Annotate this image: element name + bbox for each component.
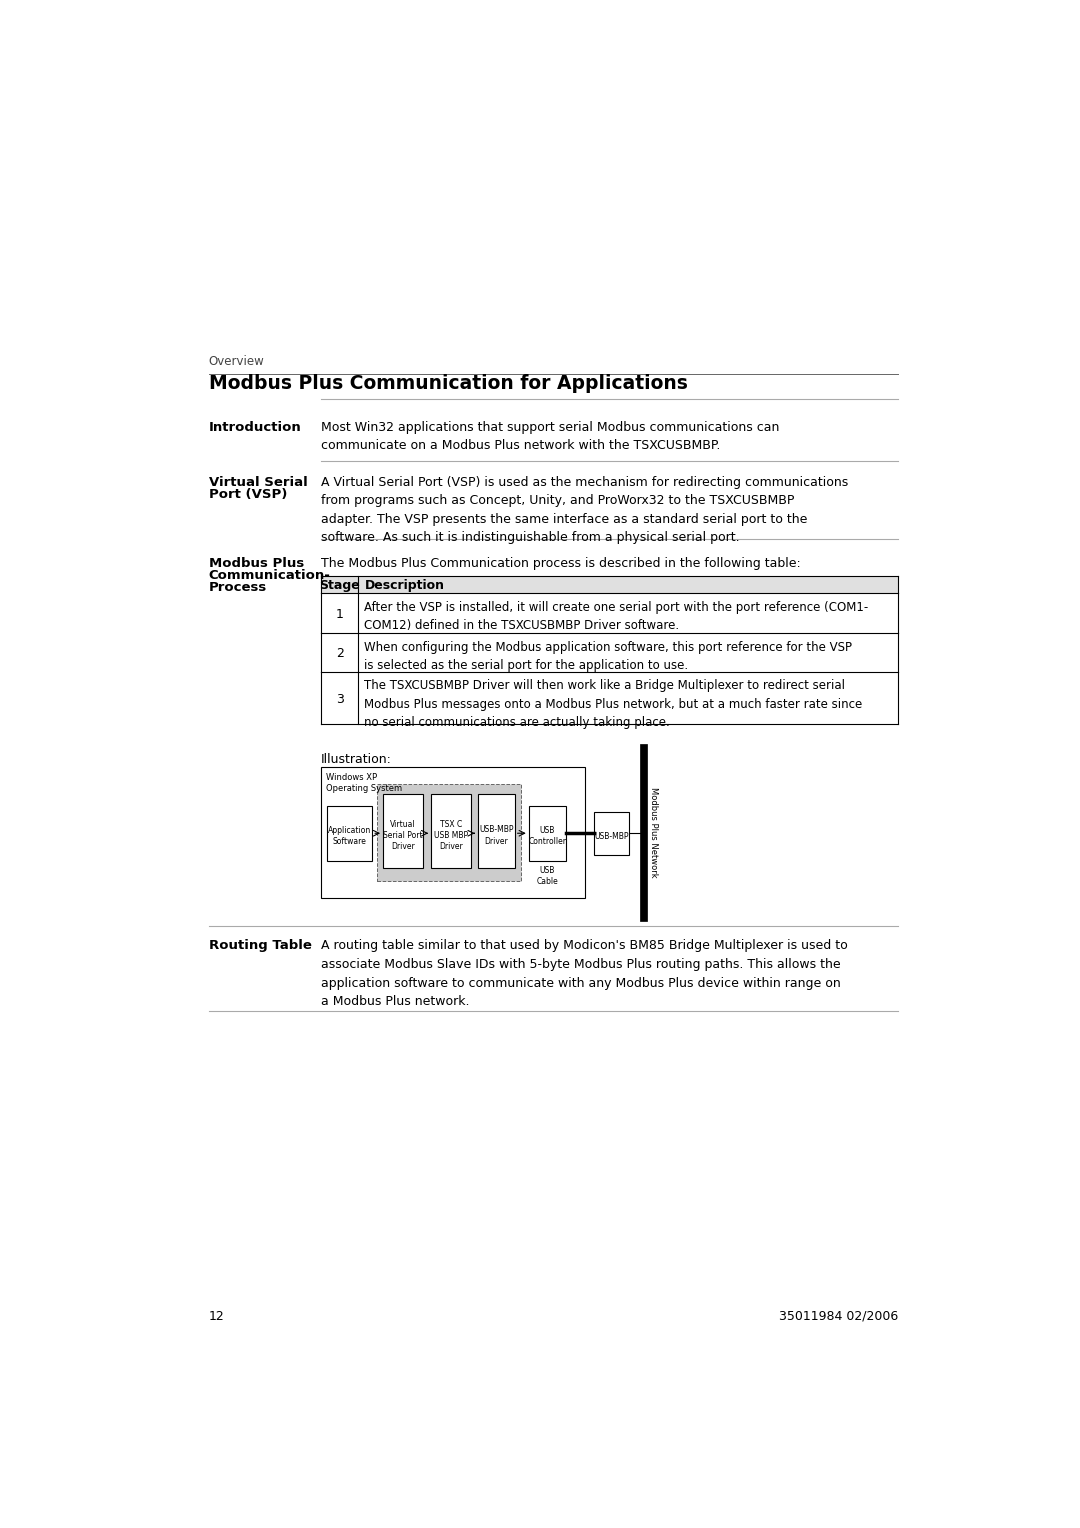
Text: Application
Software: Application Software bbox=[328, 827, 372, 847]
Text: Most Win32 applications that support serial Modbus communications can
communicat: Most Win32 applications that support ser… bbox=[321, 420, 780, 452]
Bar bbox=[321, 576, 899, 593]
Bar bbox=[594, 811, 630, 854]
Text: TSX C
USB MBP
Driver: TSX C USB MBP Driver bbox=[434, 821, 469, 851]
Text: After the VSP is installed, it will create one serial port with the port referen: After the VSP is installed, it will crea… bbox=[364, 601, 868, 633]
Text: Process: Process bbox=[208, 582, 267, 594]
Text: Illustration:: Illustration: bbox=[321, 753, 392, 766]
Text: A Virtual Serial Port (VSP) is used as the mechanism for redirecting communicati: A Virtual Serial Port (VSP) is used as t… bbox=[321, 475, 848, 544]
Text: 3: 3 bbox=[336, 692, 343, 706]
Text: Windows XP
Operating System: Windows XP Operating System bbox=[326, 773, 402, 793]
Text: 1: 1 bbox=[336, 608, 343, 620]
Text: Routing Table: Routing Table bbox=[208, 940, 311, 952]
Text: USB
Controller: USB Controller bbox=[528, 827, 566, 847]
Text: USB
Cable: USB Cable bbox=[537, 865, 558, 886]
Text: Virtual Serial: Virtual Serial bbox=[208, 475, 308, 489]
Bar bbox=[640, 744, 647, 921]
Text: USB-MBP
Driver: USB-MBP Driver bbox=[478, 825, 513, 845]
Text: Modbus Plus Network: Modbus Plus Network bbox=[649, 787, 658, 877]
Text: A routing table similar to that used by Modicon's BM85 Bridge Multiplexer is use: A routing table similar to that used by … bbox=[321, 940, 848, 1008]
Text: Virtual
Serial Port
Driver: Virtual Serial Port Driver bbox=[383, 821, 423, 851]
Text: 2: 2 bbox=[336, 648, 343, 660]
Bar bbox=[327, 805, 373, 860]
Text: Introduction: Introduction bbox=[208, 420, 301, 434]
Text: Overview: Overview bbox=[208, 354, 265, 368]
Text: 35011984 02/2006: 35011984 02/2006 bbox=[779, 1309, 899, 1323]
Bar bbox=[431, 795, 471, 868]
Text: Description: Description bbox=[364, 579, 444, 591]
Bar bbox=[383, 795, 423, 868]
Text: USB-MBP: USB-MBP bbox=[594, 831, 629, 840]
Text: Stage: Stage bbox=[320, 579, 360, 591]
Bar bbox=[377, 784, 521, 882]
Bar bbox=[477, 795, 515, 868]
Text: Modbus Plus Communication for Applications: Modbus Plus Communication for Applicatio… bbox=[208, 374, 688, 393]
Bar bbox=[529, 805, 566, 860]
Text: 12: 12 bbox=[208, 1309, 225, 1323]
Text: Modbus Plus: Modbus Plus bbox=[208, 556, 303, 570]
Text: When configuring the Modbus application software, this port reference for the VS: When configuring the Modbus application … bbox=[364, 640, 852, 672]
Text: Communication-: Communication- bbox=[208, 568, 330, 582]
Bar bbox=[321, 767, 584, 898]
Text: Port (VSP): Port (VSP) bbox=[208, 489, 287, 501]
Text: The TSXCUSBMBP Driver will then work like a Bridge Multiplexer to redirect seria: The TSXCUSBMBP Driver will then work lik… bbox=[364, 680, 863, 729]
Text: The Modbus Plus Communication process is described in the following table:: The Modbus Plus Communication process is… bbox=[321, 556, 800, 570]
